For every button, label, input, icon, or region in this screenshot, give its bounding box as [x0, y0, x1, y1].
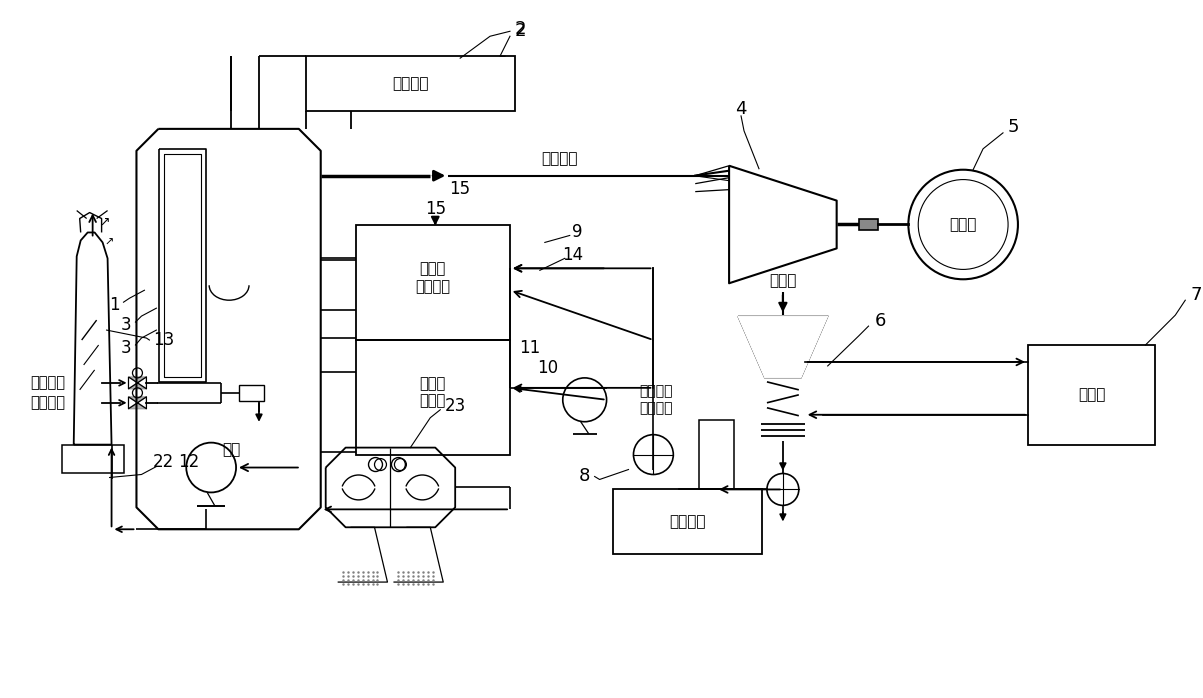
Text: 常温水
预热装置: 常温水 预热装置 [415, 262, 450, 294]
Bar [356, 225, 510, 340]
Polygon shape [129, 377, 147, 383]
Polygon shape [129, 396, 147, 403]
Text: 7: 7 [1190, 286, 1202, 304]
Bar [306, 56, 515, 111]
Polygon shape [729, 165, 836, 283]
Text: 饱和蕲汽: 饱和蕲汽 [541, 151, 577, 166]
Text: 2: 2 [515, 20, 527, 38]
Text: 13: 13 [154, 331, 174, 349]
Text: 冷却塔: 冷却塔 [1078, 387, 1106, 402]
Text: 10: 10 [538, 359, 558, 377]
Bar [61, 445, 124, 473]
Polygon shape [129, 383, 147, 389]
Text: 2: 2 [515, 22, 527, 40]
Text: 煎气入口: 煎气入口 [30, 376, 65, 390]
Text: 11: 11 [520, 339, 540, 357]
Text: 锅炉汽包: 锅炉汽包 [392, 76, 428, 91]
Polygon shape [739, 316, 828, 378]
Text: 外界常温
空气进入: 外界常温 空气进入 [640, 385, 672, 415]
Text: 4: 4 [735, 100, 747, 118]
Bar [1027, 345, 1155, 445]
Bar [699, 419, 734, 489]
Text: 15: 15 [450, 179, 470, 198]
Text: 12: 12 [178, 452, 198, 470]
Text: 汽轮机: 汽轮机 [769, 273, 796, 288]
Text: 1: 1 [109, 296, 119, 314]
Text: 6: 6 [875, 312, 885, 330]
Text: 3: 3 [120, 339, 131, 357]
Text: ↗: ↗ [105, 237, 114, 247]
Text: 14: 14 [562, 246, 583, 265]
Text: 22: 22 [153, 452, 174, 470]
Bar [239, 385, 263, 401]
Text: 5: 5 [1008, 118, 1019, 136]
Bar [612, 489, 761, 554]
Bar [356, 340, 510, 454]
Text: 空气预
热装置: 空气预 热装置 [420, 376, 446, 408]
Text: 8: 8 [579, 468, 589, 486]
Text: 9: 9 [573, 223, 583, 242]
Text: 23: 23 [445, 396, 467, 415]
Text: ↗: ↗ [100, 216, 111, 228]
Bar [859, 218, 878, 230]
Text: 氮气入口: 氮气入口 [30, 395, 65, 410]
Text: 3: 3 [120, 316, 131, 334]
Text: 15: 15 [425, 200, 446, 218]
Text: 发电机: 发电机 [949, 217, 977, 232]
Polygon shape [129, 403, 147, 409]
Text: 除氧装置: 除氧装置 [669, 514, 705, 529]
Text: 锅炉: 锅炉 [223, 442, 241, 457]
